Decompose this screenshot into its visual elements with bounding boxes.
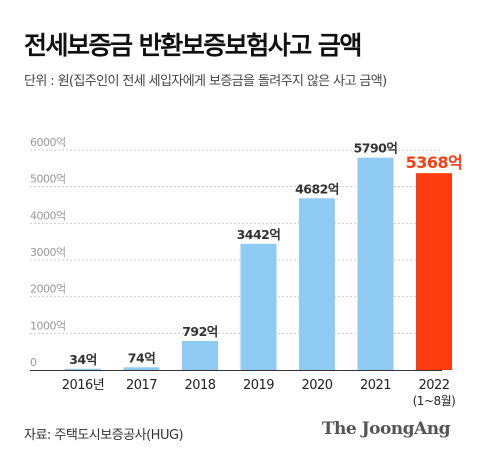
chart-title: 전세보증금 반환보증보험사고 금액 — [24, 31, 362, 60]
x-tick-label: 2017 — [126, 378, 157, 393]
y-tick-label: 4000억 — [30, 209, 66, 222]
y-tick-label: 6000억 — [30, 136, 66, 149]
data-label: 74억 — [128, 350, 155, 365]
y-tick-label: 5000억 — [30, 173, 66, 186]
y-tick-label: 3000억 — [30, 246, 66, 259]
x-tick-label: 2016년 — [62, 378, 105, 393]
bar — [240, 243, 277, 370]
x-tick-label: 2018 — [184, 378, 215, 393]
bar — [182, 340, 218, 370]
y-tick-label: 2000억 — [30, 283, 66, 296]
x-tick-label: 2021 — [360, 378, 391, 393]
y-tick-label: 0 — [30, 356, 37, 369]
x-tick-sublabel: (1~8월) — [413, 394, 456, 408]
data-label: 3442억 — [237, 227, 281, 242]
bar — [416, 173, 452, 370]
data-label: 792억 — [182, 324, 218, 339]
y-tick-label: 1000억 — [30, 319, 66, 332]
data-label: 5790억 — [354, 141, 398, 156]
data-label: 4682억 — [295, 181, 339, 196]
bar — [65, 368, 101, 370]
x-tick-label: 2022 — [418, 378, 449, 393]
bar — [357, 157, 394, 370]
chart-subtitle: 단위 : 원(집주인이 전세 세입자에게 보증금을 돌려주지 않은 사고 금액) — [24, 74, 387, 89]
source-note: 자료: 주택도시보증공사(HUG) — [24, 428, 184, 443]
data-label: 5368억 — [406, 153, 463, 172]
data-label: 34억 — [69, 352, 96, 367]
bar — [123, 367, 160, 370]
bar — [299, 198, 335, 370]
x-tick-label: 2020 — [301, 378, 332, 393]
x-tick-label: 2019 — [243, 378, 274, 393]
brand-logo: The JoongAng — [321, 419, 451, 439]
